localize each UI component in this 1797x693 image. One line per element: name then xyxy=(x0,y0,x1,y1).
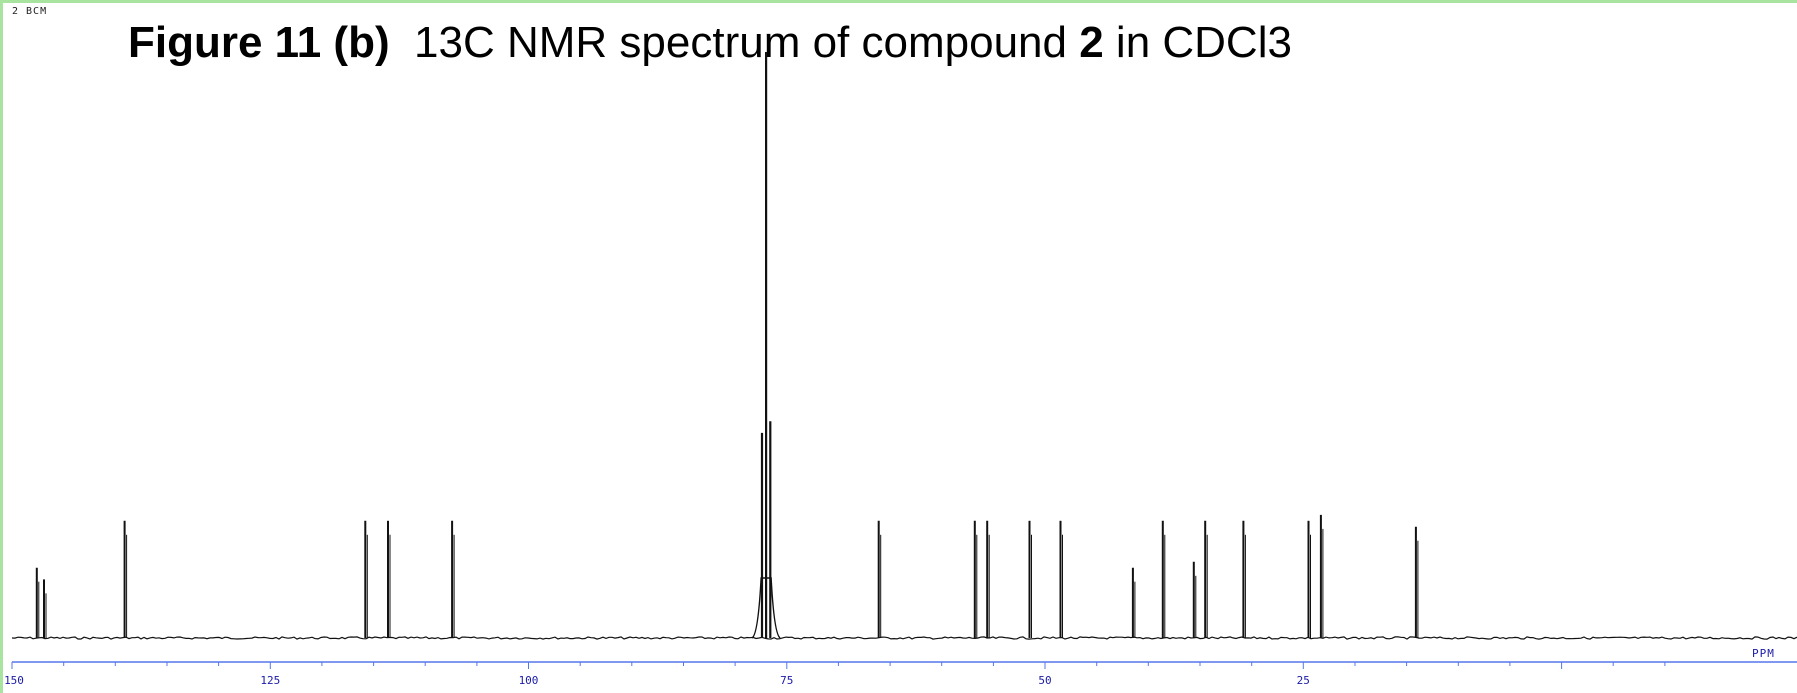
tick-label-25: 25 xyxy=(1297,674,1310,687)
tick-label-100: 100 xyxy=(519,674,539,687)
figure-number: Figure 11 (b) xyxy=(128,18,390,67)
tick-label-150: 150 xyxy=(4,674,24,687)
title-text-1: 13C NMR spectrum of compound xyxy=(389,18,1080,67)
tick-label-75: 75 xyxy=(780,674,793,687)
ppm-axis-labels: 150 125 100 75 50 25 PPM xyxy=(4,647,1775,687)
spectrum-trace-group xyxy=(11,52,1797,640)
figure-title: Figure 11 (b) 13C NMR spectrum of compou… xyxy=(128,18,1292,68)
compound-number: 2 xyxy=(1079,18,1104,67)
tick-label-50: 50 xyxy=(1038,674,1051,687)
x-axis-unit-label: PPM xyxy=(1752,647,1775,660)
sample-id-label: 2 BCM xyxy=(12,6,48,17)
spectrum-baseline xyxy=(11,636,1797,640)
title-text-2: in CDCl3 xyxy=(1103,18,1292,67)
ppm-axis xyxy=(11,661,1797,669)
tick-label-125: 125 xyxy=(260,674,280,687)
